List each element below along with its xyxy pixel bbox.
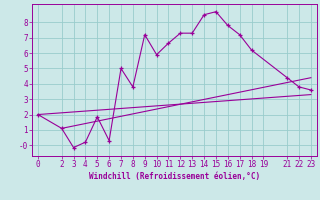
X-axis label: Windchill (Refroidissement éolien,°C): Windchill (Refroidissement éolien,°C) (89, 172, 260, 181)
